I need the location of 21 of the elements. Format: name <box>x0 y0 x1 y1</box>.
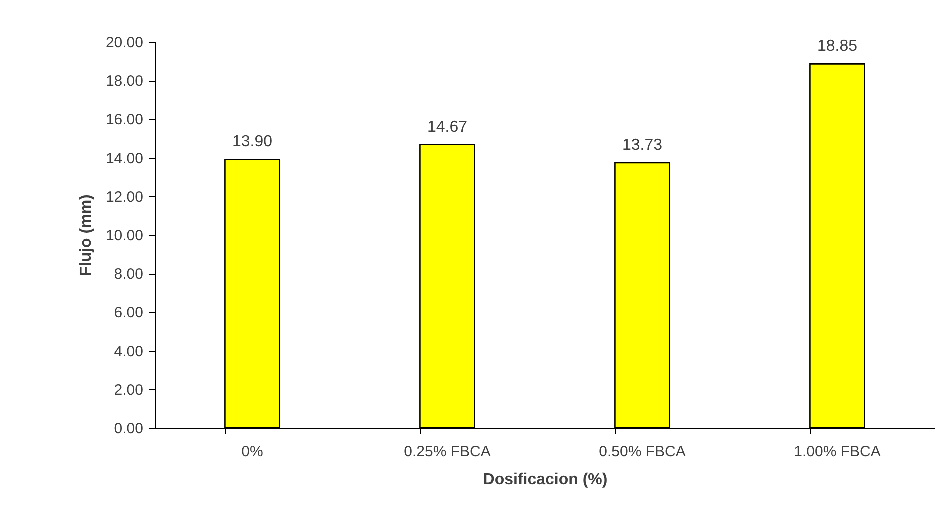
y-tick-label: 4.00 <box>114 343 144 360</box>
x-tick-label: 0% <box>242 444 264 460</box>
data-label: 13.90 <box>232 134 273 151</box>
data-label: 14.67 <box>427 118 468 136</box>
data-label: 18.85 <box>817 38 858 56</box>
x-axis-title: Dosificacion (%) <box>483 472 608 488</box>
y-tick-label: 2.00 <box>114 382 144 399</box>
y-tick-label: 0.00 <box>114 420 144 438</box>
y-tick-label: 10.00 <box>106 228 144 244</box>
x-tick-label: 0.50% FBCA <box>599 444 686 460</box>
y-axis-title: Flujo (mm) <box>78 194 95 276</box>
y-tick-label: 18.00 <box>106 73 144 90</box>
y-tick-label: 14.00 <box>106 150 144 168</box>
x-tick-label: 0.25% FBCA <box>404 444 491 460</box>
y-tick-label: 8.00 <box>114 266 144 284</box>
data-label: 13.73 <box>622 137 663 154</box>
y-tick-label: 12.00 <box>106 188 144 206</box>
y-tick-label: 20.00 <box>106 34 144 52</box>
y-tick-label: 6.00 <box>114 304 144 322</box>
x-tick-label: 1.00% FBCA <box>794 444 881 460</box>
y-tick-label: 16.00 <box>106 112 144 129</box>
